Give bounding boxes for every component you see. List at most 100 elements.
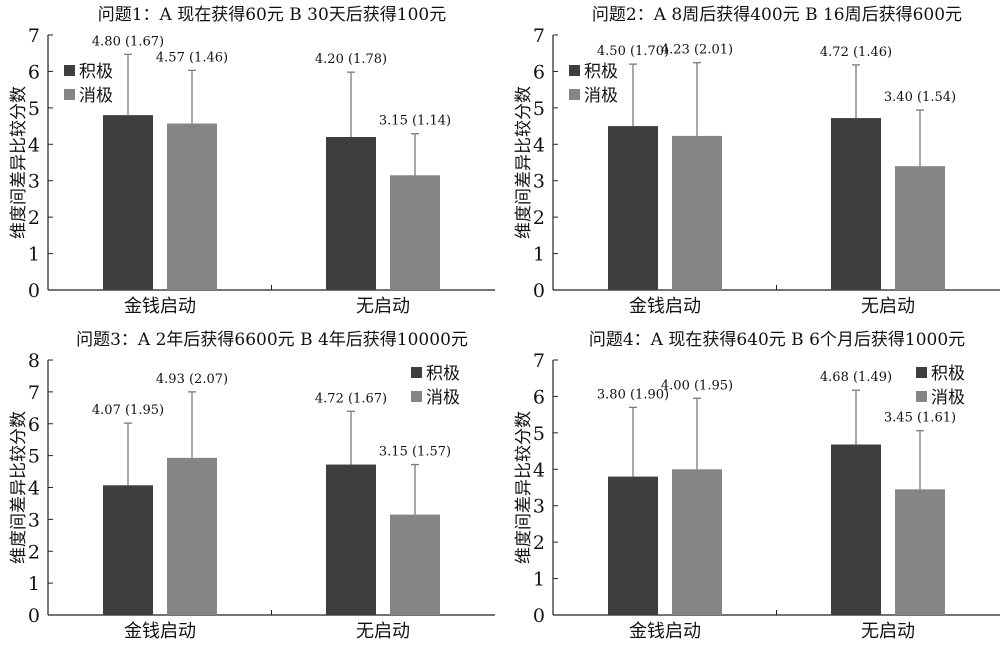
x-tick-label: 金钱启动 xyxy=(629,621,701,642)
x-tick-label: 无启动 xyxy=(861,296,915,317)
y-tick-label: 2 xyxy=(28,541,40,563)
y-tick-label: 4 xyxy=(533,134,545,156)
y-tick-label: 7 xyxy=(28,25,40,47)
data-label: 3.15 (1.57) xyxy=(379,445,451,460)
bar-积极-金钱启动 xyxy=(103,485,153,615)
y-axis-label: 维度间差异比较分数 xyxy=(9,411,29,564)
legend-swatch-积极 xyxy=(569,65,580,76)
bar-积极-金钱启动 xyxy=(608,126,658,290)
bar-积极-金钱启动 xyxy=(103,115,153,291)
data-label: 3.80 (1.90) xyxy=(597,387,669,402)
y-tick-label: 7 xyxy=(533,25,545,47)
bar-消极-无启动 xyxy=(390,514,440,615)
x-tick-label: 金钱启动 xyxy=(124,296,196,317)
bar-积极-无启动 xyxy=(326,464,376,615)
bar-积极-无启动 xyxy=(831,118,881,290)
data-label: 4.57 (1.46) xyxy=(156,50,228,65)
x-tick-label: 无启动 xyxy=(861,621,915,642)
data-label: 4.68 (1.49) xyxy=(820,370,892,385)
data-label: 3.45 (1.61) xyxy=(884,411,956,426)
x-tick-label: 无启动 xyxy=(356,296,410,317)
bar-积极-无启动 xyxy=(326,137,376,290)
y-tick-label: 1 xyxy=(533,244,545,266)
y-tick-label: 5 xyxy=(533,423,545,445)
chart-title: 问题2：A 8周后获得400元 B 16周后获得600元 xyxy=(592,5,962,25)
y-tick-label: 6 xyxy=(28,61,40,83)
y-tick-label: 6 xyxy=(28,414,40,436)
y-tick-label: 1 xyxy=(28,244,40,266)
bar-积极-金钱启动 xyxy=(608,476,658,615)
chart-title: 问题4：A 现在获得640元 B 6个月后获得1000元 xyxy=(589,330,965,350)
legend-swatch-积极 xyxy=(916,367,927,378)
data-label: 3.40 (1.54) xyxy=(884,90,956,105)
data-label: 4.50 (1.70) xyxy=(597,44,669,59)
y-tick-label: 7 xyxy=(28,382,40,404)
y-tick-label: 3 xyxy=(533,171,545,193)
y-tick-label: 2 xyxy=(533,207,545,229)
y-tick-label: 0 xyxy=(533,280,545,302)
y-axis-label: 维度间差异比较分数 xyxy=(514,411,534,564)
data-label: 4.07 (1.95) xyxy=(92,403,164,418)
bar-积极-无启动 xyxy=(831,444,881,615)
y-tick-label: 1 xyxy=(28,573,40,595)
bar-消极-无启动 xyxy=(895,166,945,290)
bar-消极-无启动 xyxy=(390,175,440,290)
x-tick-label: 无启动 xyxy=(356,621,410,642)
y-tick-label: 8 xyxy=(28,350,40,372)
x-tick-label: 金钱启动 xyxy=(629,296,701,317)
y-tick-label: 5 xyxy=(28,98,40,120)
bar-消极-金钱启动 xyxy=(672,135,722,290)
legend-swatch-积极 xyxy=(411,367,422,378)
y-axis-label: 维度间差异比较分数 xyxy=(9,86,29,239)
legend-label: 积极 xyxy=(931,364,965,384)
legend-swatch-积极 xyxy=(64,65,75,76)
y-tick-label: 1 xyxy=(533,569,545,591)
legend-label: 积极 xyxy=(426,364,460,384)
chart-title: 问题1：A 现在获得60元 B 30天后获得100元 xyxy=(98,5,447,25)
bar-消极-金钱启动 xyxy=(167,457,217,615)
y-tick-label: 7 xyxy=(533,350,545,372)
y-axis-label: 维度间差异比较分数 xyxy=(514,86,534,239)
data-label: 4.23 (2.01) xyxy=(661,43,733,58)
data-label: 3.15 (1.14) xyxy=(379,114,451,129)
y-tick-label: 2 xyxy=(28,207,40,229)
y-tick-label: 3 xyxy=(28,171,40,193)
y-tick-label: 2 xyxy=(533,532,545,554)
data-label: 4.72 (1.46) xyxy=(820,45,892,60)
y-tick-label: 0 xyxy=(28,280,40,302)
y-tick-label: 3 xyxy=(533,496,545,518)
y-tick-label: 4 xyxy=(28,134,40,156)
legend-swatch-消极 xyxy=(569,89,580,100)
bar-消极-金钱启动 xyxy=(167,123,217,291)
legend-swatch-消极 xyxy=(916,391,927,402)
y-tick-label: 4 xyxy=(533,459,545,481)
legend-label: 消极 xyxy=(79,86,113,106)
y-tick-label: 4 xyxy=(28,478,40,500)
y-tick-label: 0 xyxy=(28,605,40,627)
y-tick-label: 6 xyxy=(533,386,545,408)
data-label: 4.93 (2.07) xyxy=(156,372,228,387)
legend-label: 积极 xyxy=(584,62,618,82)
legend-label: 积极 xyxy=(79,62,113,82)
x-tick-label: 金钱启动 xyxy=(124,621,196,642)
legend-label: 消极 xyxy=(584,86,618,106)
bar-消极-无启动 xyxy=(895,489,945,615)
bar-消极-金钱启动 xyxy=(672,469,722,615)
data-label: 4.72 (1.67) xyxy=(315,391,387,406)
chart-title: 问题3：A 2年后获得6600元 B 4年后获得10000元 xyxy=(76,330,468,350)
legend-label: 消极 xyxy=(931,388,965,408)
legend-swatch-消极 xyxy=(411,391,422,402)
y-tick-label: 6 xyxy=(533,61,545,83)
legend-label: 消极 xyxy=(426,388,460,408)
y-tick-label: 3 xyxy=(28,509,40,531)
data-label: 4.80 (1.67) xyxy=(92,34,164,49)
y-tick-label: 5 xyxy=(28,446,40,468)
legend-swatch-消极 xyxy=(64,89,75,100)
y-tick-label: 0 xyxy=(533,605,545,627)
data-label: 4.20 (1.78) xyxy=(315,52,387,67)
